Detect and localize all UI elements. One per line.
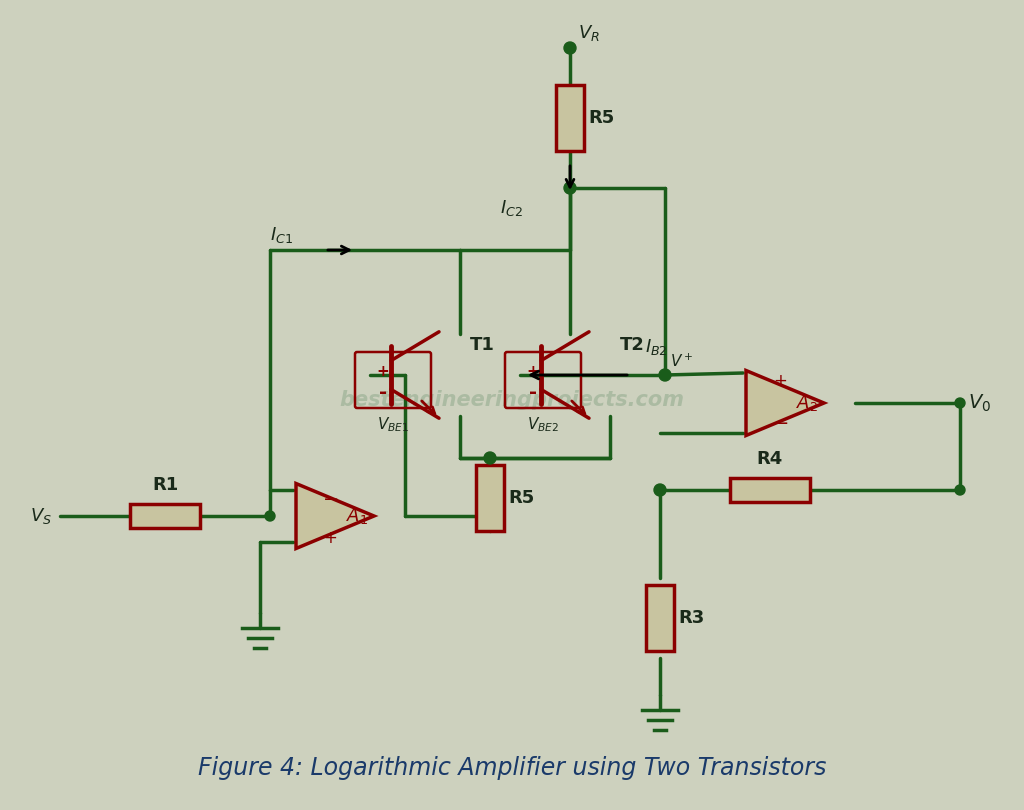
Polygon shape <box>296 484 374 548</box>
Circle shape <box>564 182 575 194</box>
Text: $I_{C2}$: $I_{C2}$ <box>500 198 523 218</box>
Circle shape <box>659 369 671 381</box>
Text: $-$: $-$ <box>322 488 338 508</box>
Text: $V_{BE1}$: $V_{BE1}$ <box>377 415 410 433</box>
Circle shape <box>564 42 575 54</box>
Text: $A_2$: $A_2$ <box>796 393 818 413</box>
Text: R5: R5 <box>588 109 614 127</box>
Text: $A_1$: $A_1$ <box>346 506 368 526</box>
Text: +: + <box>377 364 389 380</box>
Text: -: - <box>379 382 387 402</box>
Circle shape <box>654 484 666 496</box>
Text: $V_{BE2}$: $V_{BE2}$ <box>527 415 559 433</box>
Bar <box>130 504 200 528</box>
Text: R1: R1 <box>152 476 178 494</box>
Text: -: - <box>529 382 537 402</box>
Text: R4: R4 <box>757 450 783 468</box>
Text: $I_{B2}$: $I_{B2}$ <box>645 337 668 357</box>
Text: $V_S$: $V_S$ <box>30 506 52 526</box>
Text: $V_R$: $V_R$ <box>578 23 600 43</box>
Text: R5: R5 <box>508 489 535 507</box>
Text: $+$: $+$ <box>323 529 337 547</box>
Text: $I_{C1}$: $I_{C1}$ <box>270 225 293 245</box>
Bar <box>730 478 810 502</box>
Text: bestengineeringprojects.com: bestengineeringprojects.com <box>340 390 684 410</box>
Bar <box>646 585 674 651</box>
Text: $V^+$: $V^+$ <box>670 352 693 370</box>
Circle shape <box>655 485 665 495</box>
Polygon shape <box>746 370 824 436</box>
Text: T2: T2 <box>620 336 645 354</box>
Text: $-$: $-$ <box>772 411 788 430</box>
Circle shape <box>265 511 275 521</box>
Circle shape <box>484 452 496 464</box>
Text: $+$: $+$ <box>773 372 787 390</box>
Text: T1: T1 <box>470 336 495 354</box>
Text: +: + <box>526 364 540 380</box>
Text: Figure 4: Logarithmic Amplifier using Two Transistors: Figure 4: Logarithmic Amplifier using Tw… <box>198 756 826 780</box>
Circle shape <box>955 485 965 495</box>
Bar <box>556 85 584 151</box>
Text: $V_0$: $V_0$ <box>968 392 991 414</box>
Circle shape <box>955 398 965 408</box>
Bar <box>476 465 504 531</box>
Text: R3: R3 <box>678 609 705 627</box>
